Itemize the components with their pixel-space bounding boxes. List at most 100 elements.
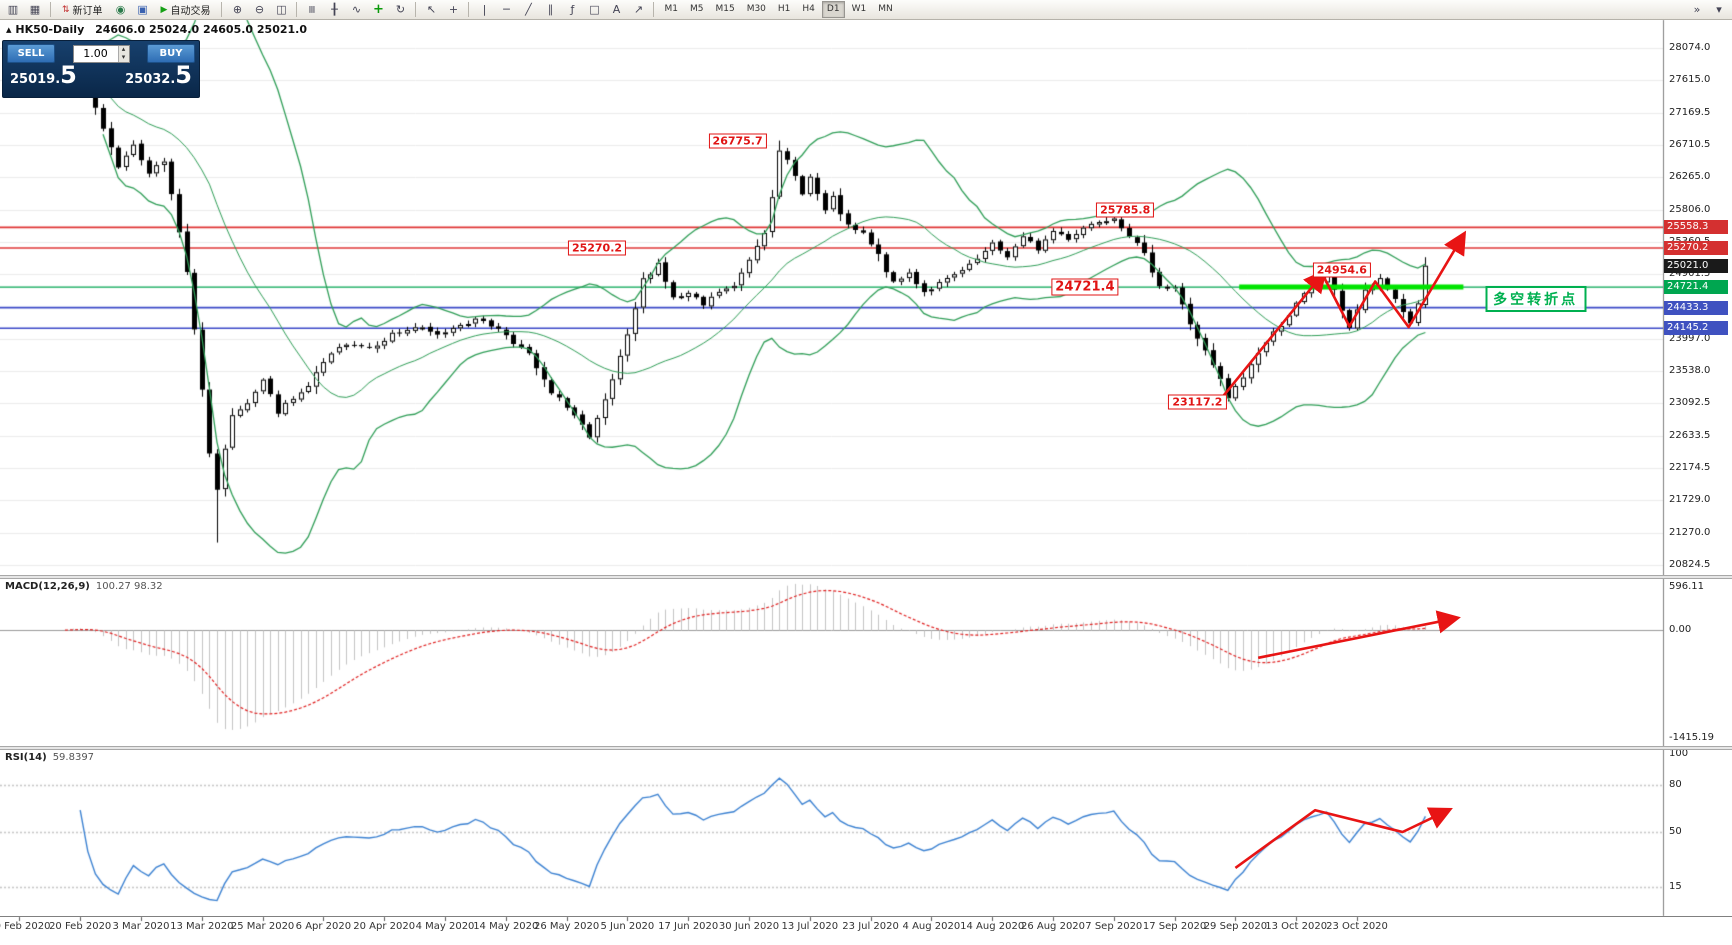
date-tick-label: 4 May 2020 [415,921,475,932]
price-tick-label: 21270.0 [1669,526,1711,538]
macd-indicator-label: MACD(12,26,9) 100.27 98.32 [5,581,163,592]
price-tick-label: 28074.0 [1669,42,1711,53]
oneclick-collapse-icon[interactable]: ▴ [6,23,12,36]
axis-price-marker: 25270.2 [1664,240,1728,255]
sell-button[interactable]: SELL [7,44,55,63]
macd-axis-label: 0.00 [1669,624,1692,636]
one-click-trading-panel: SELL ▴ ▾ BUY 25019.5 25032.5 [2,40,200,98]
chart-profiles-icon[interactable]: ▦ [29,3,41,16]
zoom-in-icon[interactable]: ⊕ [232,3,243,16]
date-tick-label: 20 Feb 2020 [49,921,112,932]
line-chart-icon[interactable]: ∿ [351,3,362,16]
timeframe-mn-button[interactable]: MN [878,4,893,14]
toolbar-separator [50,2,51,17]
tile-windows-icon[interactable]: ◫ [276,3,287,16]
volume-stepper: ▴ ▾ [72,44,130,63]
price-tick-label: 24901.5 [1669,268,1711,280]
new-order-button-label: 新订单 [72,6,103,17]
date-tick-label: 23 Jul 2020 [842,921,899,932]
timeframe-m15-button[interactable]: M15 [715,4,735,14]
date-tick-label: 14 May 2020 [473,921,539,932]
text-label-icon[interactable]: A [612,3,621,16]
price-annotation-label[interactable]: 26775.7 [708,133,767,149]
price-tick-label: 20824.5 [1669,559,1711,570]
crosshair-icon[interactable]: + [448,3,459,16]
new-order-icon: ⇅ [62,4,70,15]
toolbar-options-icon[interactable]: ▾ [1716,3,1722,16]
buy-price: 25032.5 [125,61,192,89]
timeframe-m1-button[interactable]: M1 [664,4,678,14]
sell-price: 25019.5 [10,61,77,89]
autotrading-button[interactable]: ▶ 自动交易 [155,0,217,19]
price-tick-label: 22633.5 [1669,429,1711,441]
candlestick-chart-icon[interactable]: ╂ [331,3,338,16]
trendline-icon[interactable]: ╱ [525,3,532,16]
volume-input[interactable] [73,46,118,61]
channel-icon[interactable]: ∥ [547,3,554,16]
date-tick-label: 10 Feb 2020 [0,921,51,932]
toolbar-separator [653,2,655,17]
toolbar-overflow-icon[interactable]: » [1693,3,1701,16]
panel-splitter-macd[interactable] [0,575,1732,579]
timeframe-w1-button[interactable]: W1 [851,4,867,14]
zoom-out-icon[interactable]: ⊖ [254,3,265,16]
timeframe-m5-button[interactable]: M5 [689,4,704,14]
ohlc-values: 24606.0 25024.0 24605.0 25021.0 [95,23,307,36]
date-tick-label: 25 Mar 2020 [230,921,295,932]
bar-chart-icon[interactable]: ≡ [305,4,319,15]
date-tick-label: 26 May 2020 [533,921,600,932]
price-tick-label: 23092.5 [1669,397,1711,409]
macd-axis-label: -1415.19 [1669,732,1714,743]
price-annotation-label[interactable]: 24721.4 [1051,278,1119,296]
indicators-icon[interactable]: + [373,2,384,17]
date-tick-label: 17 Sep 2020 [1142,921,1207,932]
price-tick-label: 22174.5 [1669,462,1711,474]
price-tick-label: 26265.0 [1669,171,1711,183]
axis-price-marker: 24721.4 [1664,280,1728,295]
timeframe-h4-button[interactable]: H4 [802,4,815,14]
buy-button[interactable]: BUY [147,44,195,63]
price-tick-label: 21729.0 [1669,494,1711,506]
chart-title: ▴ HK50-Daily 24606.0 25024.0 24605.0 250… [6,23,307,36]
symbol-timeframe-label: HK50-Daily [15,23,85,36]
toolbar-separator [221,2,223,17]
price-annotation-label[interactable]: 25785.8 [1096,202,1155,218]
new-order-button[interactable]: ⇅ 新订单 [56,0,109,19]
vertical-line-icon[interactable]: | [482,3,487,16]
axis-price-marker: 24145.2 [1664,321,1728,336]
price-tick-label: 27615.0 [1669,74,1711,86]
date-tick-label: 17 Jun 2020 [658,921,719,932]
rsi-axis-label: 15 [1669,880,1682,892]
rsi-axis-label: 50 [1669,826,1682,837]
volume-down-icon[interactable]: ▾ [117,53,129,62]
panel-splitter-rsi[interactable] [0,746,1732,750]
timeframe-d1-button[interactable]: D1 [821,1,845,18]
shapes-icon[interactable]: □ [589,3,600,16]
arrows-icon[interactable]: ↗ [633,3,644,16]
turning-point-note[interactable]: 多空转折点 [1485,285,1587,312]
new-chart-icon[interactable]: ▥ [7,3,19,16]
date-tick-label: 20 Apr 2020 [353,921,416,932]
date-tick-label: 30 Jun 2020 [718,921,780,932]
price-annotation-label[interactable]: 23117.2 [1168,394,1227,410]
volume-up-icon[interactable]: ▴ [117,45,129,54]
rsi-indicator-label: RSI(14) 59.8397 [5,752,95,763]
toolbar-separator [296,2,298,17]
data-window-icon[interactable]: ▣ [137,3,148,16]
market-watch-icon[interactable]: ◉ [115,3,126,16]
price-annotation-label[interactable]: 24954.6 [1312,262,1371,278]
toolbar-separator [468,2,470,17]
horizontal-line-icon[interactable]: ─ [503,3,510,16]
time-axis[interactable] [0,916,1732,945]
timeframe-m30-button[interactable]: M30 [746,4,766,14]
timeframe-h1-button[interactable]: H1 [777,4,791,14]
cursor-icon[interactable]: ↖ [426,3,437,16]
fibonacci-icon[interactable]: ƒ [570,3,575,16]
date-tick-label: 6 Apr 2020 [295,921,352,932]
date-tick-label: 13 Jul 2020 [781,921,839,932]
templates-icon[interactable]: ↻ [395,3,406,16]
price-tick-label: 25806.0 [1669,203,1711,215]
price-annotation-label[interactable]: 25270.2 [567,240,627,256]
